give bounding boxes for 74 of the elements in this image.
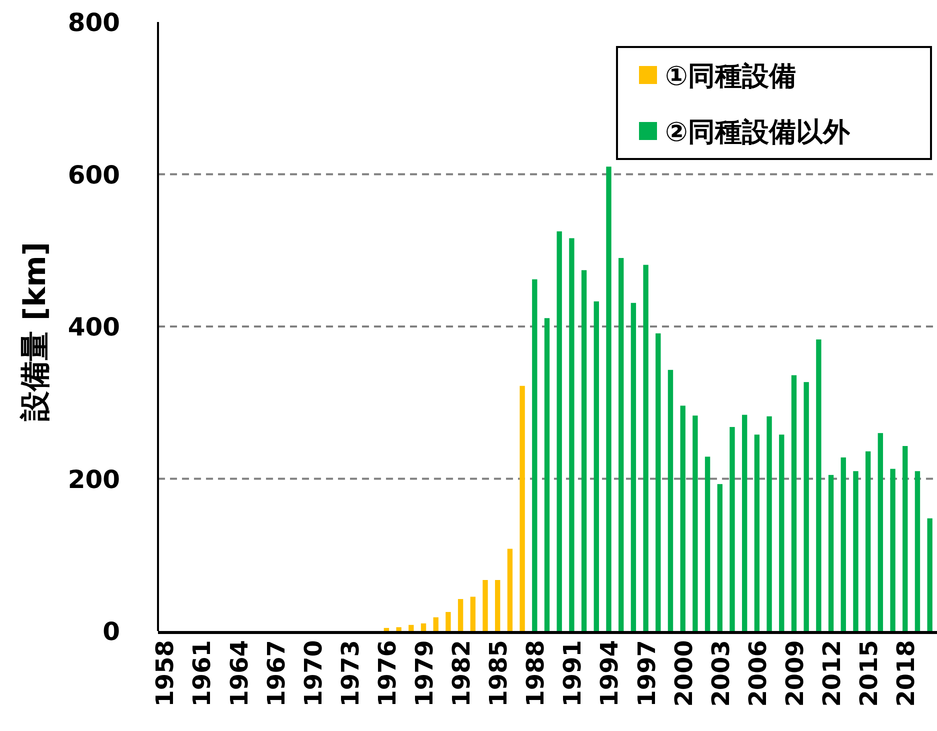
bar [544,318,550,631]
bar [742,414,748,631]
bar [556,231,562,631]
bar [569,238,574,631]
legend-label: ①同種設備 [665,61,796,92]
bar [878,433,884,631]
x-tick-label: 2006 [744,640,772,707]
bar [420,623,426,631]
bar [507,548,513,631]
bar [495,580,500,631]
bar [594,301,599,631]
bar [865,451,871,631]
x-tick-label: 1973 [336,640,364,707]
bar [630,302,636,631]
y-tick-label: 200 [68,464,120,494]
bar [470,596,476,631]
y-axis-title: 設備量 [km] [18,242,53,422]
x-tick-label: 1988 [522,640,550,707]
y-tick-label: 600 [68,160,120,190]
bar [853,471,858,631]
x-tick-label: 1976 [373,640,402,707]
bar [606,166,612,631]
bar [384,628,390,631]
bar [643,264,648,631]
x-tick-label: 1994 [596,640,624,707]
bar [692,416,698,631]
bar [446,612,451,631]
bar [656,333,661,631]
x-tick-label: 2015 [855,640,884,707]
bar [717,484,722,631]
x-tick-label: 1997 [632,640,661,707]
bar [766,416,772,631]
x-tick-label: 1967 [262,640,290,707]
bar [668,370,674,631]
bar [433,617,438,631]
bar [927,518,932,631]
x-tick-label: 1982 [448,640,476,707]
bar [408,624,414,631]
x-tick-label: 2003 [706,640,735,707]
bar [779,434,784,631]
x-tick-label: 1991 [558,640,587,707]
bar [396,627,402,631]
x-tick-label: 2000 [670,640,698,707]
x-tick-label: 1958 [151,640,180,707]
bar [890,468,896,631]
bar [816,339,822,631]
bar [914,471,920,631]
y-tick-label: 800 [68,8,120,37]
bar [791,375,797,631]
bar [532,279,538,631]
bar [581,270,587,631]
bar [902,446,908,631]
bar [482,580,488,631]
bar [680,406,686,631]
bar [704,456,710,631]
legend-label: ②同種設備以外 [665,117,851,148]
x-tick-label: 1961 [188,640,216,707]
bar [804,382,809,631]
x-tick-label: 2009 [780,640,809,707]
x-tick-label: 1970 [299,640,328,707]
x-tick-label: 2018 [892,640,920,707]
bar [520,386,525,631]
bar [754,434,760,631]
x-tick-label: 1979 [410,640,439,707]
x-tick-label: 1964 [225,640,254,707]
bar [730,426,735,631]
y-tick-label: 400 [68,312,120,342]
x-tick-label: 1985 [484,640,513,707]
x-tick-label: 2012 [818,640,846,707]
bar [618,258,624,631]
y-tick-label: 0 [102,617,120,646]
bar [458,599,464,631]
bar [828,474,834,631]
bar [840,457,846,631]
